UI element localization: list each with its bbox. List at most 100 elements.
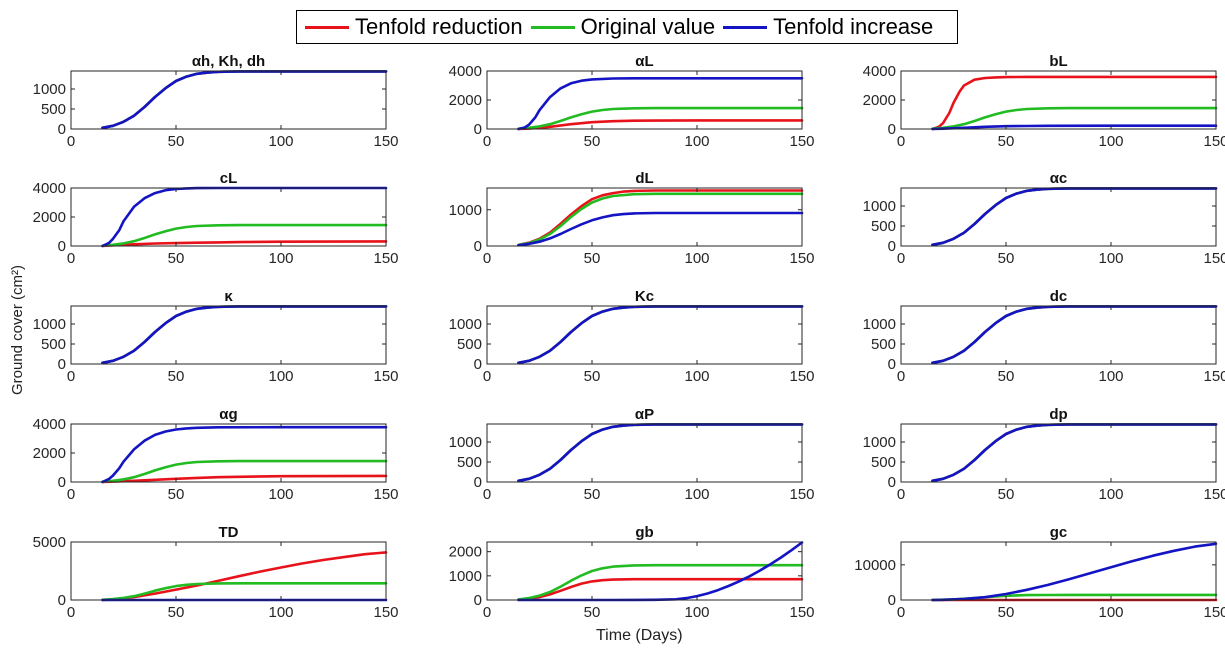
series-line [931, 106, 1218, 130]
x-tick-label: 0 [897, 250, 905, 267]
x-tick-label: 150 [1203, 250, 1225, 267]
x-tick-label: 100 [268, 368, 293, 385]
x-tick-label: 0 [67, 486, 75, 503]
y-tick-label: 1000 [863, 316, 896, 333]
x-tick-label: 0 [483, 368, 491, 385]
subplot-title: TD [219, 524, 239, 541]
subplot: 0 50 100 150 0 2000 4000 αg [33, 406, 399, 503]
x-tick-label: 50 [998, 486, 1015, 503]
axes-box [900, 187, 1217, 247]
y-tick-label: 0 [888, 474, 896, 491]
x-tick-label: 0 [483, 486, 491, 503]
y-tick-label: 1000 [449, 434, 482, 451]
series-line [517, 305, 804, 365]
y-tick-label: 500 [871, 218, 896, 235]
x-tick-label: 0 [483, 250, 491, 267]
y-tick-label: 0 [58, 356, 66, 373]
x-tick-label: 100 [684, 604, 709, 621]
axes-box [486, 187, 803, 247]
y-tick-label: 0 [58, 592, 66, 609]
y-tick-label: 0 [474, 592, 482, 609]
y-tick-label: 0 [58, 474, 66, 491]
series-line [931, 305, 1218, 365]
legend-swatch-increase [723, 25, 768, 29]
x-tick-label: 100 [684, 368, 709, 385]
x-tick-label: 50 [168, 486, 185, 503]
y-tick-label: 2000 [33, 445, 66, 462]
y-tick-label: 2000 [33, 209, 66, 226]
series-line [517, 192, 804, 247]
x-tick-label: 50 [584, 604, 601, 621]
y-tick-label: 4000 [33, 180, 66, 197]
x-tick-label: 0 [483, 133, 491, 150]
y-tick-label: 4000 [449, 63, 482, 80]
series-line [931, 75, 1218, 131]
y-axis-label-container: Ground cover (cm²) [9, 265, 26, 395]
series-line [101, 459, 388, 484]
subplot-title: αg [219, 406, 237, 423]
x-tick-label: 0 [67, 250, 75, 267]
y-tick-label: 0 [888, 121, 896, 138]
subplot-title: κ [224, 288, 233, 305]
x-tick-label: 50 [168, 604, 185, 621]
series-line [517, 305, 804, 365]
series-line [931, 542, 1218, 602]
legend-item-original: Original value [530, 14, 715, 40]
y-tick-label: 2000 [449, 92, 482, 109]
x-tick-label: 0 [897, 486, 905, 503]
subplot: 0 50 100 150 0 5000 TD [33, 524, 399, 621]
axes-box [70, 541, 387, 601]
series-line [931, 423, 1218, 483]
x-tick-label: 100 [684, 250, 709, 267]
x-tick-label: 50 [168, 368, 185, 385]
x-tick-label: 0 [67, 368, 75, 385]
y-tick-label: 0 [888, 356, 896, 373]
y-axis-label: Ground cover (cm²) [9, 265, 26, 395]
y-tick-label: 0 [58, 238, 66, 255]
x-tick-label: 150 [1203, 133, 1225, 150]
subplot-title: bL [1049, 53, 1067, 70]
legend-swatch-original [530, 25, 575, 29]
x-tick-label: 0 [67, 133, 75, 150]
y-tick-label: 0 [474, 238, 482, 255]
x-tick-label: 100 [268, 133, 293, 150]
legend-label-increase: Tenfold increase [773, 14, 934, 39]
x-tick-label: 0 [483, 604, 491, 621]
x-tick-label: 150 [373, 486, 398, 503]
x-tick-label: 50 [584, 368, 601, 385]
y-tick-label: 500 [457, 454, 482, 471]
series-line [517, 577, 804, 601]
x-tick-label: 150 [373, 368, 398, 385]
series-line [101, 240, 388, 248]
subplot-title: Kc [635, 288, 654, 305]
y-tick-label: 5000 [33, 534, 66, 551]
subplot: 0 50 100 150 0 2000 4000 cL [33, 170, 399, 267]
subplot: 0 50 100 150 0 1000 dL [449, 170, 815, 267]
x-tick-label: 100 [684, 486, 709, 503]
y-tick-label: 1000 [863, 198, 896, 215]
x-tick-label: 100 [1098, 486, 1123, 503]
x-tick-label: 50 [998, 250, 1015, 267]
series-line [101, 551, 388, 602]
series-line [101, 305, 388, 365]
subplot: 0 50 100 150 0 2000 4000 αL [449, 53, 815, 150]
x-tick-label: 150 [789, 133, 814, 150]
x-tick-label: 150 [373, 133, 398, 150]
y-tick-label: 1000 [449, 316, 482, 333]
x-tick-label: 100 [1098, 133, 1123, 150]
y-tick-label: 1000 [449, 202, 482, 219]
axes-box [900, 305, 1217, 365]
y-tick-label: 0 [58, 121, 66, 138]
subplot-title: αc [1050, 170, 1068, 187]
series-line [101, 305, 388, 365]
x-tick-label: 0 [897, 133, 905, 150]
series-line [517, 189, 804, 247]
subplot: 0 50 100 150 0 1000 2000 gb [449, 524, 815, 621]
subplot-title: dp [1049, 406, 1067, 423]
legend-label-reduction: Tenfold reduction [355, 14, 523, 39]
x-tick-label: 100 [1098, 250, 1123, 267]
y-tick-label: 500 [41, 336, 66, 353]
series-line [101, 425, 388, 484]
y-tick-label: 10000 [854, 557, 896, 574]
series-line [931, 187, 1218, 247]
